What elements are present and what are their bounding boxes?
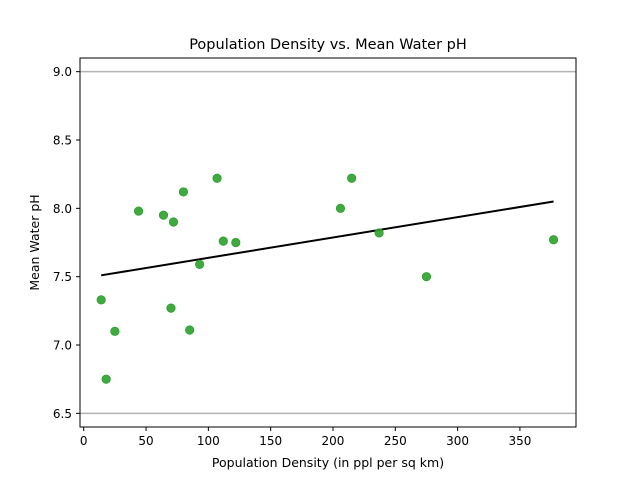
data-point-4 bbox=[158, 210, 169, 220]
y-tick-label-5: 9.0 bbox=[53, 65, 72, 79]
data-point-12 bbox=[231, 237, 241, 248]
x-tick-label-6: 300 bbox=[446, 434, 469, 448]
trend-line bbox=[101, 200, 554, 277]
y-axis-ticks: 6.5 7.0 7.5 8.0 8.5 9.0 bbox=[53, 65, 80, 421]
x-tick-label-4: 200 bbox=[322, 434, 345, 448]
data-point-15 bbox=[374, 228, 384, 238]
data-points bbox=[96, 173, 559, 384]
x-tick-label-5: 250 bbox=[384, 434, 407, 448]
plot-frame bbox=[79, 57, 577, 428]
data-point-17 bbox=[548, 235, 559, 245]
x-axis-ticks: 0 50 100 150 200 250 300 350 bbox=[80, 427, 531, 448]
data-point-1 bbox=[101, 374, 111, 384]
x-axis-label: Population Density (in ppl per sq km) bbox=[212, 455, 444, 470]
y-tick-label-1: 7.0 bbox=[53, 339, 72, 353]
data-point-11 bbox=[218, 236, 228, 246]
y-tick-label-4: 8.5 bbox=[53, 134, 72, 148]
x-tick-label-2: 100 bbox=[197, 434, 220, 448]
x-tick-label-7: 350 bbox=[508, 434, 531, 448]
trend-line-layer bbox=[101, 200, 554, 277]
x-tick-label-3: 150 bbox=[259, 434, 282, 448]
data-point-10 bbox=[212, 173, 222, 183]
chart-title: Population Density vs. Mean Water pH bbox=[189, 37, 467, 53]
data-point-6 bbox=[168, 217, 179, 227]
data-point-16 bbox=[421, 272, 432, 282]
data-point-5 bbox=[166, 303, 176, 313]
y-tick-label-3: 8.0 bbox=[53, 202, 72, 216]
data-point-0 bbox=[96, 295, 106, 305]
y-axis-label: Mean Water pH bbox=[27, 194, 42, 290]
x-tick-label-0: 0 bbox=[80, 434, 88, 448]
y-tick-label-0: 6.5 bbox=[53, 407, 72, 421]
data-point-8 bbox=[185, 325, 195, 335]
data-point-7 bbox=[178, 187, 189, 197]
y-tick-label-2: 7.5 bbox=[53, 270, 72, 284]
data-point-3 bbox=[133, 206, 144, 216]
x-tick-label-1: 50 bbox=[138, 434, 153, 448]
reference-lines bbox=[80, 70, 576, 415]
data-point-2 bbox=[110, 326, 120, 336]
data-point-9 bbox=[195, 259, 205, 269]
data-point-14 bbox=[347, 173, 357, 183]
data-point-13 bbox=[335, 203, 346, 213]
